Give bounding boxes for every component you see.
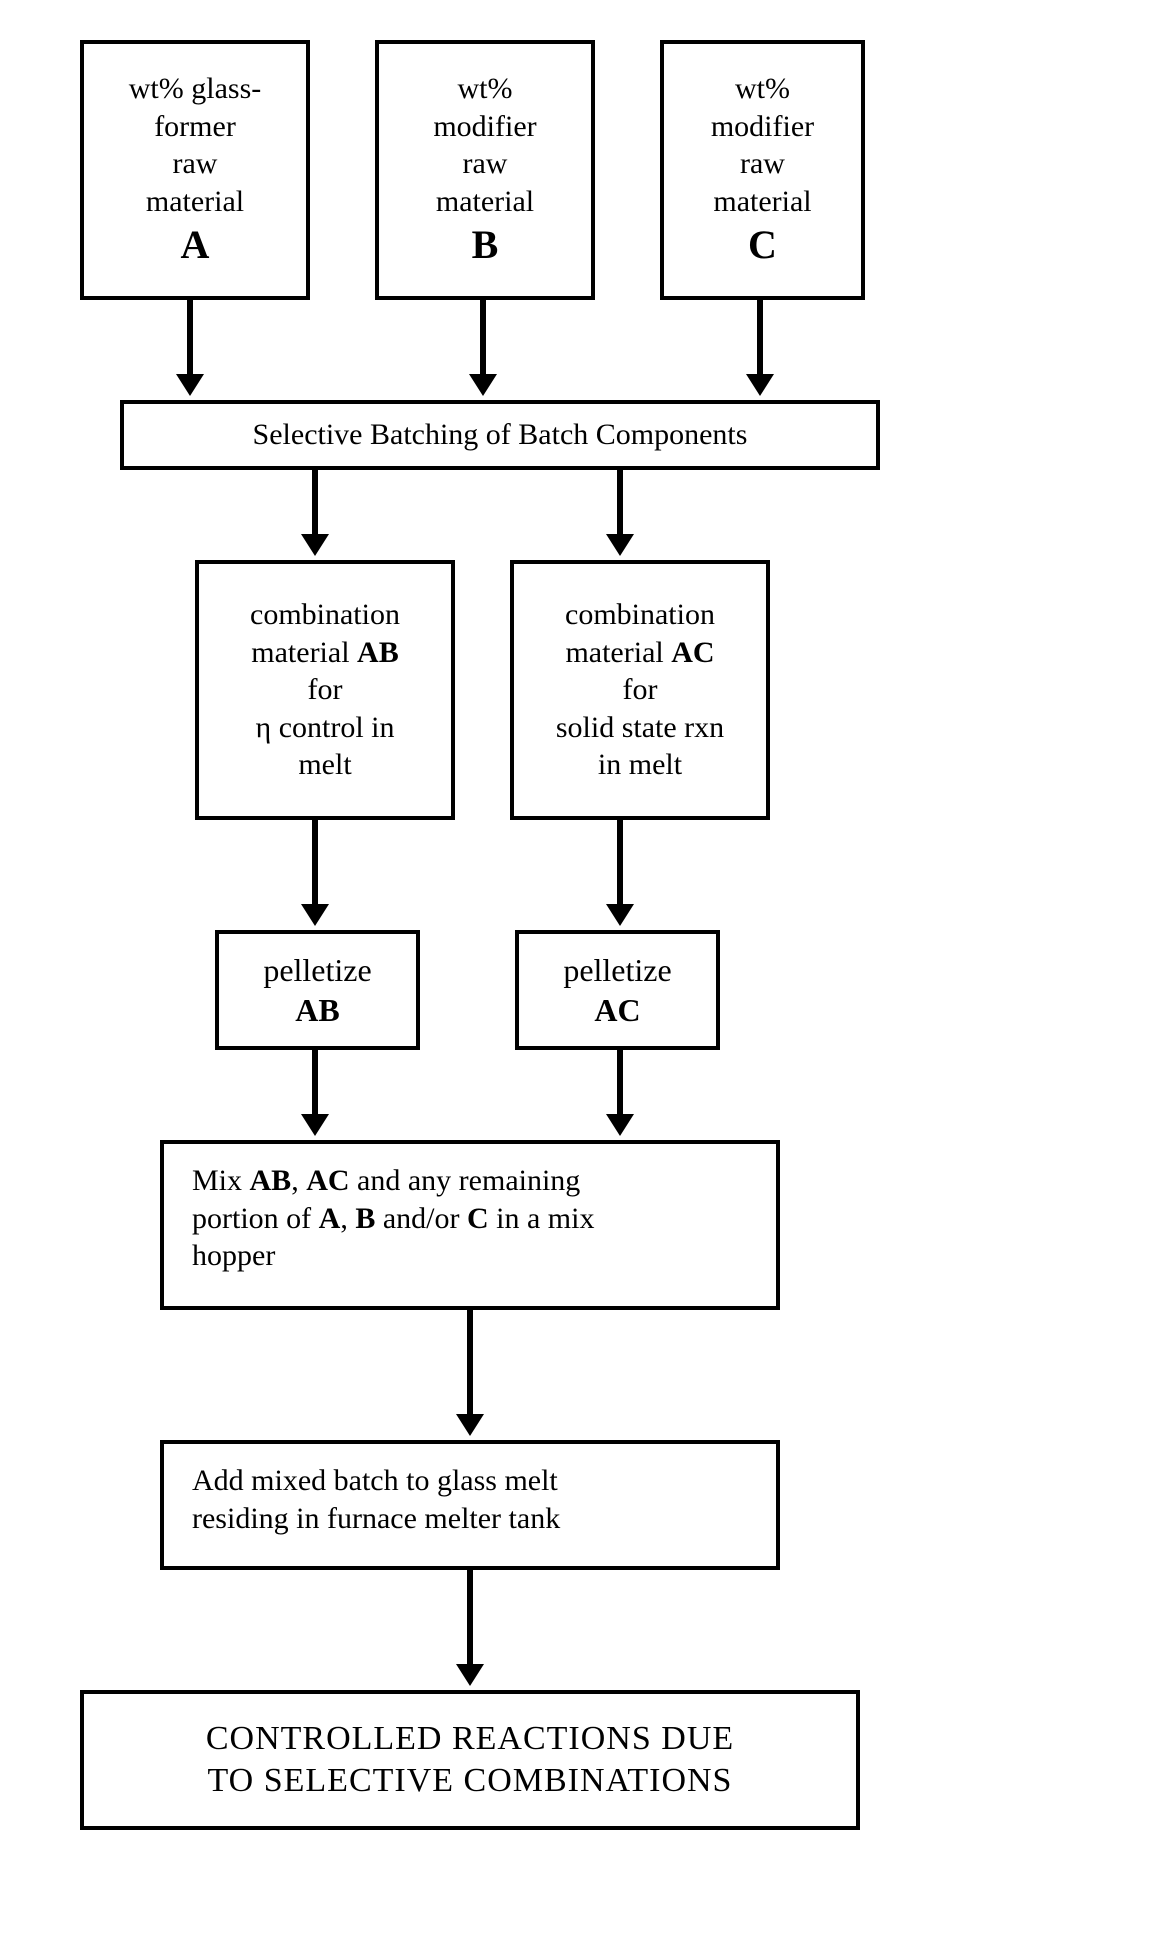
node-mix-hopper: Mix AB, AC and any remainingportion of A… [160, 1140, 780, 1310]
node-letter: B [472, 220, 499, 270]
node-raw-material-a: wt% glass-formerrawmaterialA [80, 40, 310, 300]
node-letter: C [748, 220, 777, 270]
node-pelletize-ab: pelletizeAB [215, 930, 420, 1050]
node-pelletize-ac: pelletizeAC [515, 930, 720, 1050]
node-letter: A [181, 220, 210, 270]
node-combination-ab: combinationmaterial ABforη control inmel… [195, 560, 455, 820]
node-raw-material-c: wt%modifierrawmaterialC [660, 40, 865, 300]
node-selective-batching: Selective Batching of Batch Components [120, 400, 880, 470]
flowchart: wt% glass-formerrawmaterialA wt%modifier… [40, 40, 1110, 1900]
node-add-to-melt: Add mixed batch to glass meltresiding in… [160, 1440, 780, 1570]
node-controlled-reactions: CONTROLLED REACTIONS DUETO SELECTIVE COM… [80, 1690, 860, 1830]
node-combination-ac: combinationmaterial ACforsolid state rxn… [510, 560, 770, 820]
node-raw-material-b: wt%modifierrawmaterialB [375, 40, 595, 300]
